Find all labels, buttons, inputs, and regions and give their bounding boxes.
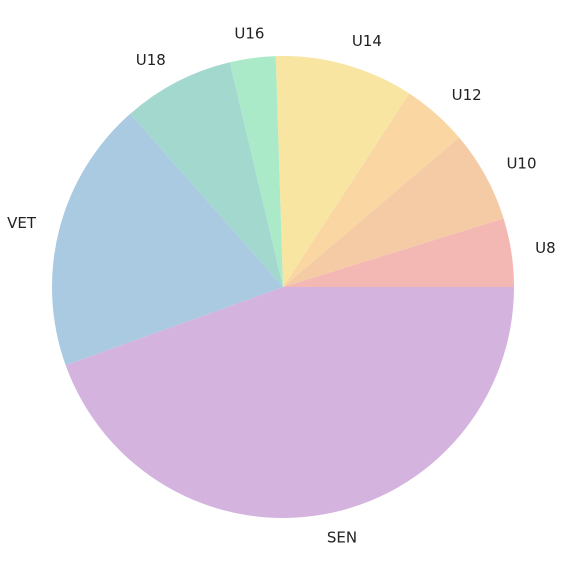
pie-slice-u14 bbox=[275, 55, 410, 288]
slices-layer bbox=[52, 55, 514, 518]
pie-label-u18: U18 bbox=[136, 51, 166, 69]
pie-slice-u16 bbox=[229, 56, 283, 287]
pie-label-u10: U10 bbox=[506, 155, 536, 173]
pie-label-u8: U8 bbox=[535, 239, 556, 257]
pie-label-u14: U14 bbox=[352, 32, 382, 50]
pie-slice-u12 bbox=[283, 93, 460, 287]
pie-slice-u10 bbox=[283, 137, 504, 287]
pie-label-u12: U12 bbox=[452, 86, 482, 104]
pie-slice-sen bbox=[65, 287, 514, 518]
pie-label-vet: VET bbox=[7, 214, 37, 232]
labels-layer: U8 U10 U12 U14 U16 U18 VET SEN bbox=[7, 25, 556, 547]
pie-slice-u8 bbox=[283, 218, 514, 287]
pie-label-u16: U16 bbox=[234, 25, 264, 43]
pie-slice-u18 bbox=[130, 62, 283, 288]
pie-slice-vet bbox=[52, 113, 284, 366]
pie-label-sen: SEN bbox=[327, 529, 357, 547]
